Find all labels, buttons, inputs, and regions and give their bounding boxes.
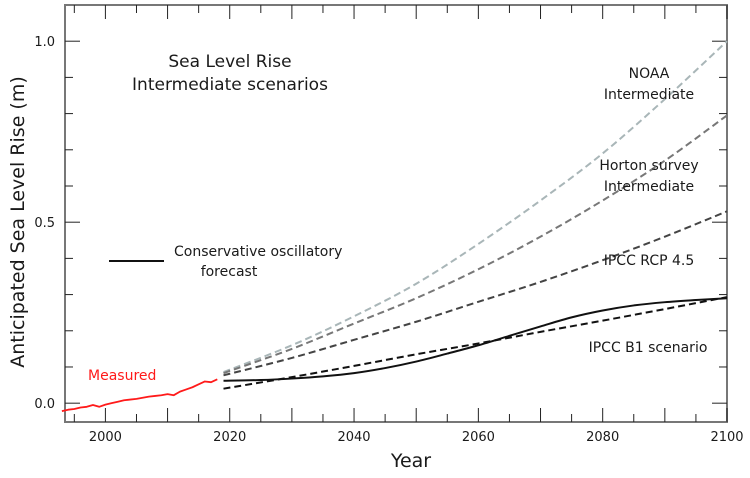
series-oscillatory-forecast xyxy=(223,297,728,382)
x-tick-label: 2100 xyxy=(710,430,743,445)
label-noaa-line1: NOAA xyxy=(629,66,670,82)
y-axis-title: Anticipated Sea Level Rise (m) xyxy=(7,76,29,368)
series-noaa-intermediate xyxy=(223,40,728,373)
x-axis-title: Year xyxy=(390,450,431,472)
x-axis-ticks xyxy=(73,5,728,422)
label-noaa-line2: Intermediate xyxy=(604,87,694,103)
label-measured: Measured xyxy=(88,368,156,384)
label-ipcc-rcp45: IPCC RCP 4.5 xyxy=(604,253,695,269)
label-horton-line1: Horton survey xyxy=(599,158,698,174)
label-ipcc-b1: IPCC B1 scenario xyxy=(589,340,708,356)
series-measured xyxy=(61,378,218,413)
legend-label-oscillatory-line1: Conservative oscillatory xyxy=(174,244,342,260)
y-axis-ticks xyxy=(65,40,727,404)
plot-frame xyxy=(64,4,728,423)
x-axis-tick-labels: 2000 2020 2040 2060 2080 2100 xyxy=(89,430,744,445)
x-tick-label: 2060 xyxy=(462,430,495,445)
legend-label-oscillatory-line2: forecast xyxy=(201,264,258,280)
x-tick-label: 2020 xyxy=(213,430,246,445)
y-axis-tick-labels: 0.0 0.5 1.0 xyxy=(34,35,55,412)
label-horton-line2: Intermediate xyxy=(604,179,694,195)
chart-title: Sea Level Rise xyxy=(168,52,291,72)
series-ipcc-rcp45 xyxy=(223,210,728,377)
series-layer xyxy=(61,40,728,413)
y-tick-label: 1.0 xyxy=(34,35,55,50)
chart-subtitle: Intermediate scenarios xyxy=(132,75,328,95)
y-tick-label: 0.0 xyxy=(34,397,55,412)
x-tick-label: 2000 xyxy=(89,430,122,445)
y-tick-label: 0.5 xyxy=(34,216,55,231)
x-tick-label: 2040 xyxy=(337,430,370,445)
series-horton-intermediate xyxy=(223,114,728,375)
x-tick-label: 2080 xyxy=(586,430,619,445)
series-ipcc-b1 xyxy=(223,296,728,390)
